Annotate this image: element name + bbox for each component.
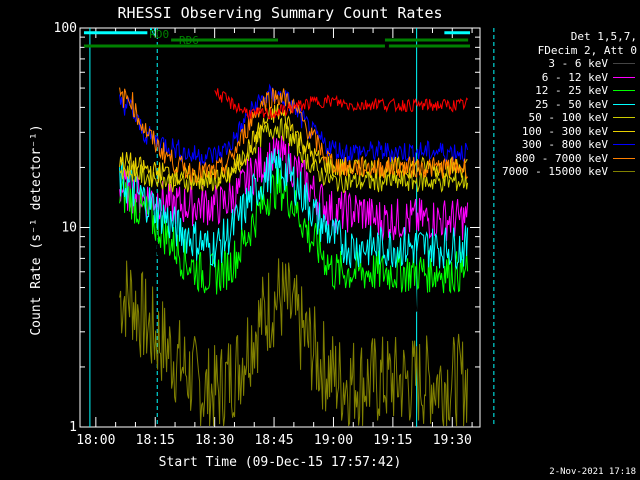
- flag-label: RD6: [179, 34, 199, 47]
- series-line: [119, 103, 468, 188]
- legend-swatch: [613, 117, 635, 119]
- legend-entry: 7000 - 15000 keV: [487, 165, 637, 179]
- series-line: [119, 87, 469, 183]
- x-tick-label: 19:30: [433, 433, 472, 448]
- legend-decimation: FDecim 2, Att 0: [537, 43, 637, 57]
- footer-timestamp: 2-Nov-2021 17:18: [549, 467, 636, 477]
- legend-entry: 300 - 800 keV: [487, 138, 637, 152]
- legend-swatch: [613, 90, 635, 92]
- legend-entry: 50 - 100 keV: [487, 111, 637, 125]
- y-tick-label: 100: [54, 21, 77, 36]
- legend-swatch: [613, 130, 635, 132]
- legend-entry: 12 - 25 keV: [487, 84, 637, 98]
- x-tick-label: 19:15: [373, 433, 412, 448]
- legend-swatch: [613, 157, 635, 159]
- x-tick-label: 18:15: [136, 433, 175, 448]
- y-axis-label: Count Rate (s⁻¹ detector⁻¹): [29, 124, 44, 335]
- legend-swatch: [613, 76, 635, 78]
- legend-label: 6 - 12 keV: [541, 70, 608, 84]
- legend-swatch: [613, 103, 635, 105]
- legend-detectors: Det 1,5,7,: [570, 30, 637, 43]
- legend-label: 3 - 6 keV: [548, 57, 608, 70]
- legend-label: 7000 - 15000 keV: [502, 165, 608, 178]
- legend-swatch: [613, 63, 635, 65]
- series-group: [119, 83, 469, 427]
- flag-label: RD0: [149, 28, 169, 41]
- legend-entry: 800 - 7000 keV: [487, 152, 637, 166]
- series-line: [214, 88, 469, 121]
- x-tick-label: 18:45: [254, 433, 293, 448]
- legend-label: 50 - 100 keV: [528, 111, 608, 124]
- legend-label: 12 - 25 keV: [535, 84, 608, 97]
- legend-label: 25 - 50 keV: [535, 97, 608, 111]
- chart-title: RHESSI Observing Summary Count Rates: [117, 4, 442, 22]
- x-tick-label: 18:30: [195, 433, 234, 448]
- legend-entry: 25 - 50 keV: [487, 98, 637, 112]
- legend-entry: 6 - 12 keV: [487, 71, 637, 85]
- series-line: [119, 202, 469, 319]
- legend-label: 100 - 300 keV: [521, 124, 608, 138]
- legend-label: 800 - 7000 keV: [515, 151, 608, 165]
- x-tick-label: 19:00: [314, 433, 353, 448]
- legend-swatch: [613, 144, 635, 146]
- series-line: [119, 148, 469, 271]
- plot-axes: 1 10 100 18:00 18:15 18:30 18:45 19:00 19:15 19:3…: [54, 21, 481, 448]
- legend-swatch: [613, 171, 635, 173]
- y-tick-label: 10: [61, 221, 77, 236]
- legend: Det 1,5,7, FDecim 2, Att 0 3 - 6 keV 6 - …: [487, 30, 637, 179]
- y-tick-label: 1: [69, 420, 77, 435]
- flag-label: N: [149, 26, 156, 39]
- series-line: [119, 258, 469, 427]
- legend-label: 300 - 800 keV: [521, 138, 608, 151]
- legend-entry: 100 - 300 keV: [487, 125, 637, 139]
- series-line: [119, 166, 469, 295]
- x-axis-label: Start Time (09-Dec-15 17:57:42): [159, 455, 402, 470]
- x-tick-label: 18:00: [76, 433, 115, 448]
- legend-entry: 3 - 6 keV: [487, 57, 637, 71]
